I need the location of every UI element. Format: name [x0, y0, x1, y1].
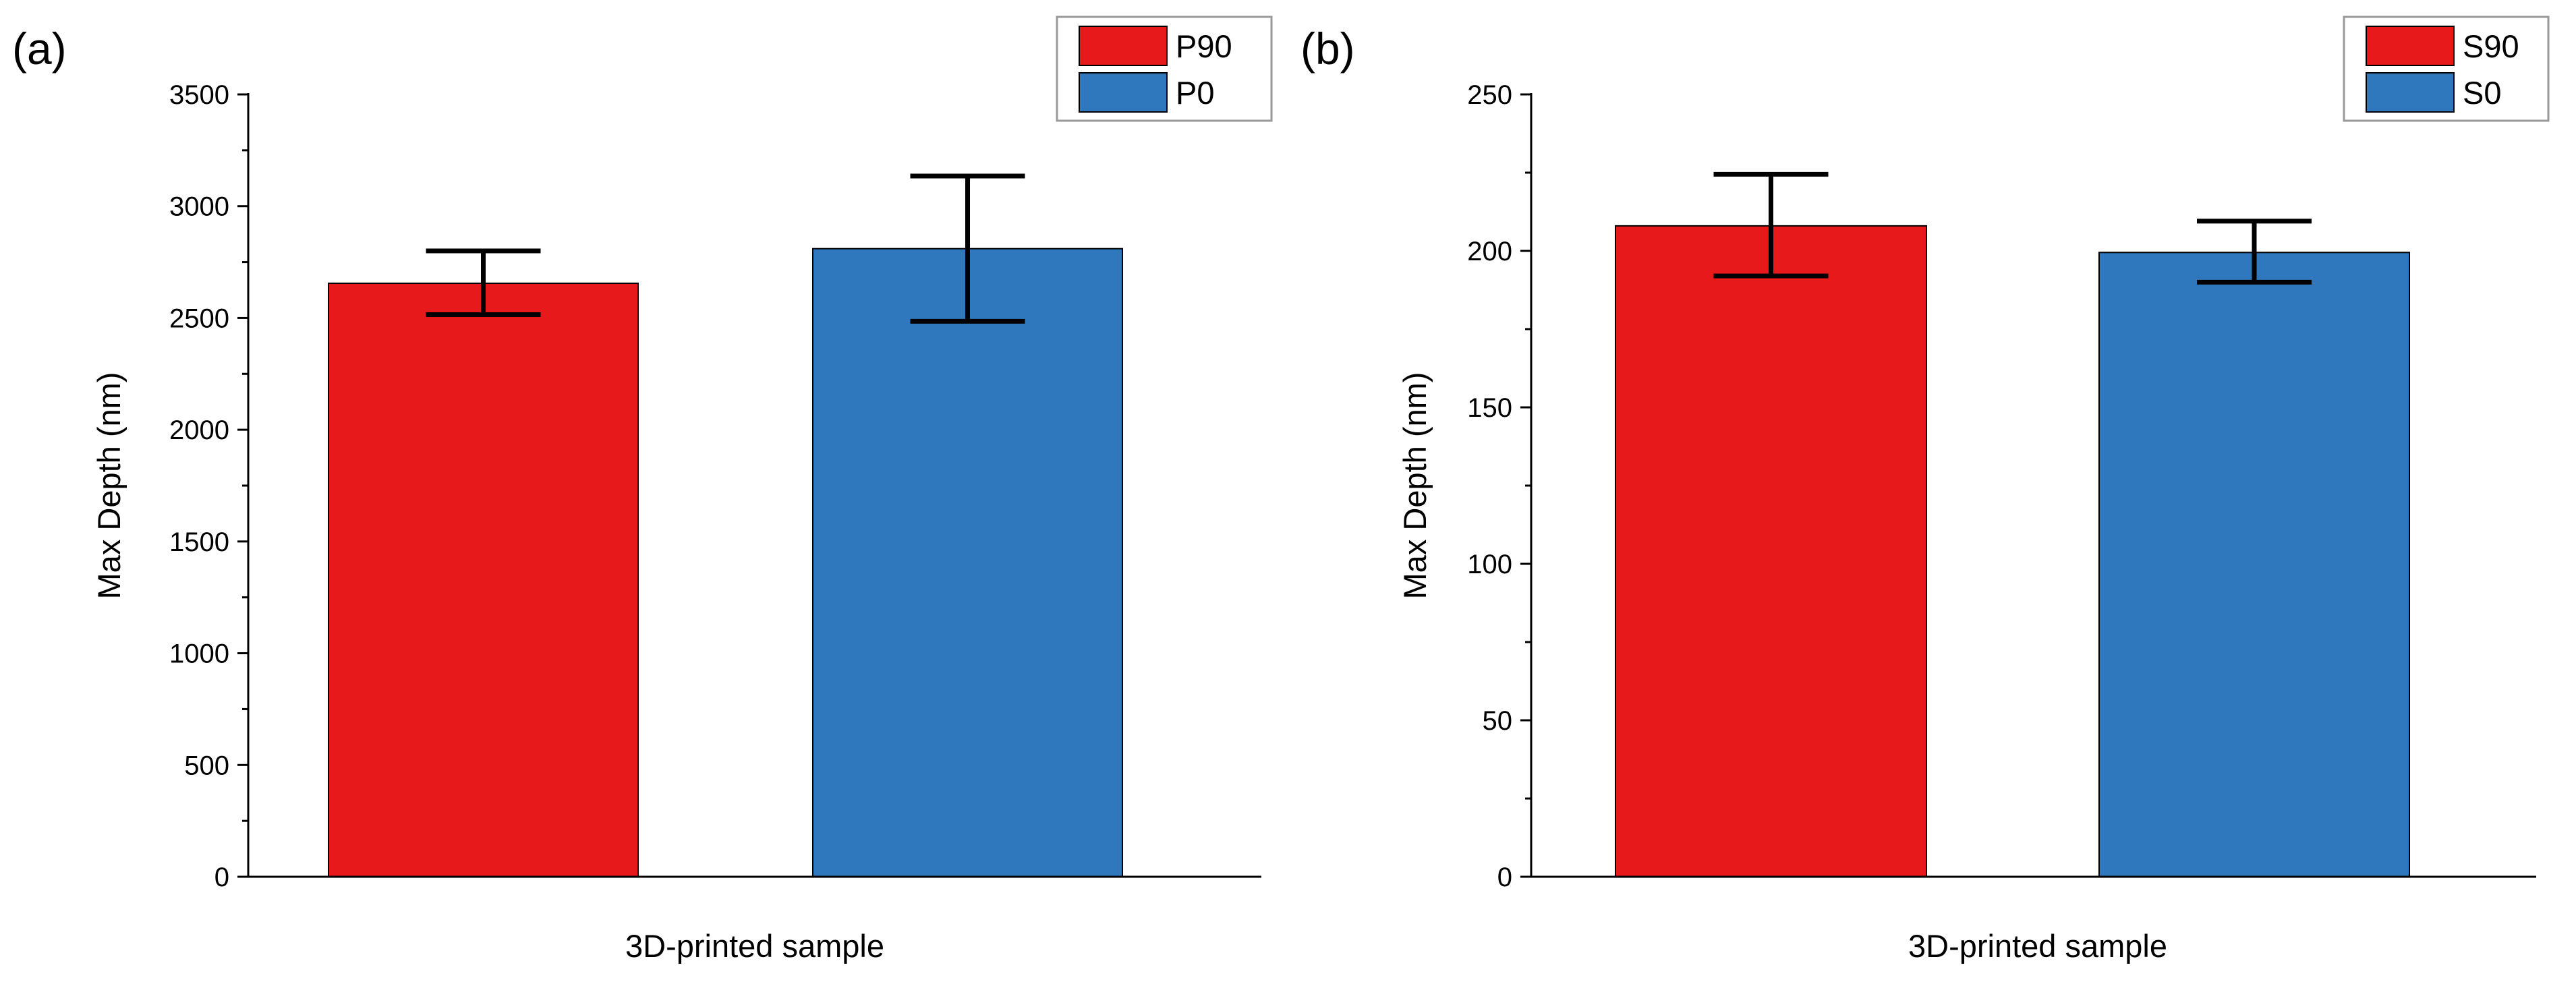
- legend-label-s90: S90: [2463, 28, 2519, 64]
- y-tick-label: 250: [1467, 80, 1512, 110]
- panel-b: 0 50 100 150 200 250 Max Depth (nm) 3D-printed …: [1300, 16, 2550, 964]
- panel-label: (a): [12, 24, 67, 74]
- y-tick-label: 50: [1483, 706, 1513, 736]
- y-tick-label: 150: [1467, 393, 1512, 423]
- y-tick-label: 2500: [169, 303, 229, 333]
- y-tick-label: 200: [1467, 237, 1512, 266]
- y-tick-label: 1500: [169, 527, 229, 557]
- panel-label: (b): [1300, 24, 1355, 74]
- y-tick-label: 100: [1467, 550, 1512, 579]
- y-tick-label: 2000: [169, 415, 229, 445]
- bar-s0: [2098, 252, 2410, 877]
- y-axis-title: Max Depth (nm): [1397, 372, 1433, 600]
- y-tick-label: 3000: [169, 192, 229, 222]
- x-axis-title: 3D-printed sample: [1908, 928, 2167, 964]
- legend-swatch-s0: [2366, 72, 2455, 113]
- y-tick-label: 3500: [169, 80, 229, 110]
- legend-label-p90: P90: [1176, 28, 1232, 64]
- legend-swatch-p90: [1079, 26, 1168, 66]
- legend-swatch-p0: [1079, 72, 1168, 113]
- panel-a: 0 500 1000 1500 2000 2500 3000 3500 Max Depth (n…: [12, 16, 1273, 964]
- x-axis-title: 3D-printed sample: [625, 928, 884, 964]
- legend-label-p0: P0: [1176, 75, 1215, 111]
- bar-p90: [328, 283, 639, 877]
- bar-p0: [812, 248, 1123, 877]
- y-axis-title: Max Depth (nm): [91, 372, 127, 600]
- y-tick-label: 0: [214, 863, 229, 892]
- y-tick-label: 0: [1497, 863, 1512, 892]
- legend-label-s0: S0: [2463, 75, 2502, 111]
- bar-s90: [1615, 225, 1927, 877]
- y-tick-label: 500: [184, 751, 229, 780]
- legend-swatch-s90: [2366, 26, 2455, 66]
- y-tick-label: 1000: [169, 639, 229, 669]
